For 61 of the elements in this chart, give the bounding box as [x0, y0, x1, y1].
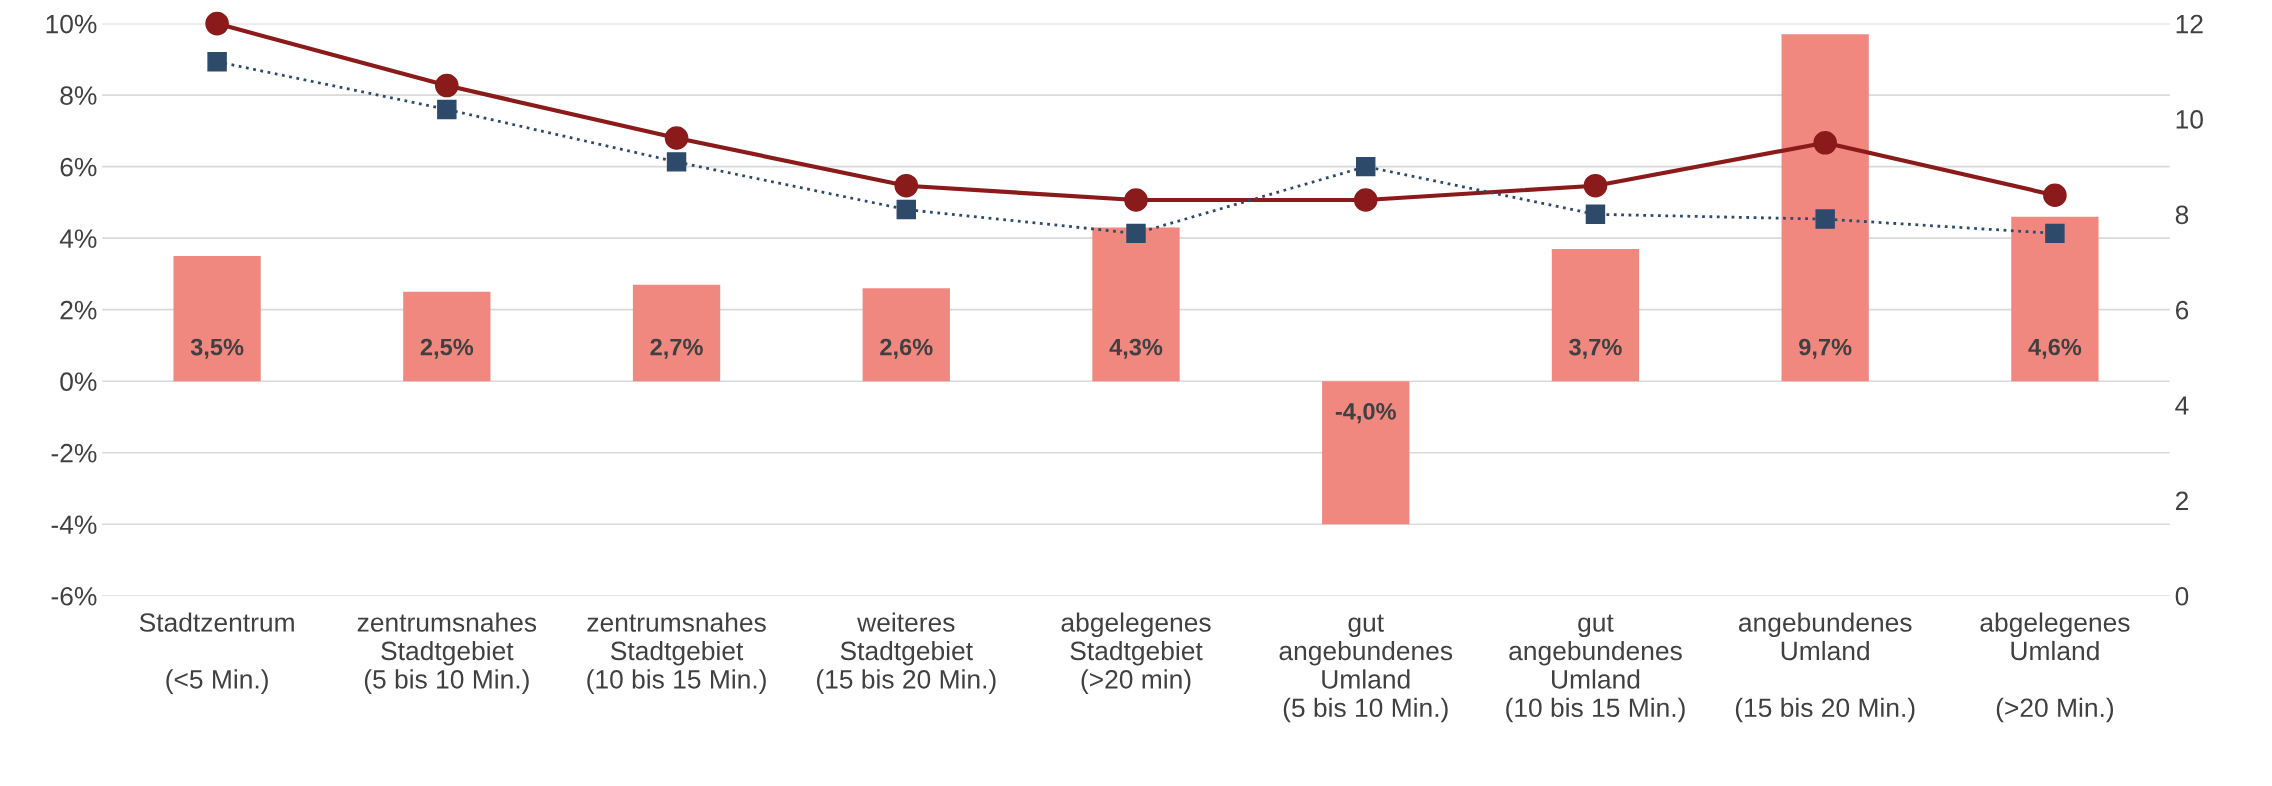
category-label: Stadtzentrum (<5 Min.): [139, 612, 294, 694]
y-tick-label: -6%: [51, 586, 97, 606]
point: [896, 199, 916, 220]
point: [666, 152, 687, 172]
data-label: 4,6%: [2028, 338, 2082, 359]
y2-tick-label: 0: [2175, 586, 2189, 606]
y-tick-label: 8%: [60, 86, 97, 105]
point: [1124, 188, 1148, 212]
y-tick-label: 6%: [60, 157, 97, 177]
x-tick-label: gut angebundenes Umland (10 bis 15 Min.): [1506, 614, 1685, 723]
x-tick-label: zentrumsnahes Stadtgebiet (5 bis 10 Min.): [357, 612, 537, 694]
category-label: angebundenes Umland (15 bis 20 Min.): [1735, 612, 1915, 723]
bar: [1781, 34, 1869, 382]
category-label: abgelegenes Umland (>20 Min.): [1980, 612, 2130, 723]
bar: [403, 291, 491, 382]
y2-tick-label: 2: [2175, 491, 2188, 510]
y2-tick-label: 4: [2175, 396, 2189, 415]
bar: [632, 284, 721, 382]
data-label: -4,0%: [1335, 403, 1396, 424]
data-label: 3,7%: [1569, 338, 1622, 359]
point: [1813, 130, 1837, 155]
point: [207, 52, 227, 72]
bar: [2011, 216, 2099, 382]
point: [2045, 223, 2065, 244]
point: [1585, 204, 1606, 225]
y-tick-label: 0%: [60, 372, 97, 392]
data-label: 2,6%: [880, 338, 933, 359]
point: [1356, 156, 1376, 177]
bar: [1092, 227, 1180, 382]
point: [664, 126, 689, 150]
point: [435, 73, 459, 98]
point: [894, 173, 919, 198]
point: [1353, 188, 1378, 212]
data-label: 2,7%: [650, 338, 703, 359]
y-tick-label: -2%: [51, 443, 97, 463]
bar: [1322, 381, 1410, 525]
y-tick-label: -4%: [51, 515, 97, 534]
bar: [173, 256, 261, 382]
x-tick-label: weiteres Stadtgebiet (15 bis 20 Min.): [816, 612, 996, 694]
data-label: 9,7%: [1799, 338, 1852, 359]
bar: [1551, 248, 1640, 382]
data-label: 2,5%: [420, 338, 474, 359]
x-tick-label: zentrumsnahes Stadtgebiet (10 bis 15 Min.): [587, 612, 766, 694]
point: [1126, 223, 1146, 244]
point: [1815, 209, 1835, 229]
point: [2043, 183, 2067, 208]
y-tick-label: 2%: [60, 300, 97, 320]
point: [205, 11, 229, 36]
y-tick-label: 10%: [46, 14, 97, 34]
y2-tick-label: 10: [2176, 110, 2203, 129]
x-tick-label: gut angebundenes Umland (5 bis 10 Min.): [1279, 614, 1453, 723]
data-label: 4,3%: [1109, 338, 1163, 359]
point: [1583, 173, 1608, 198]
point: [437, 99, 457, 120]
y2-tick-label: 6: [2175, 300, 2189, 320]
bar: [862, 288, 950, 382]
data-label: 3,5%: [190, 338, 244, 359]
x-tick-label: abgelegenes Stadtgebiet (>20 min): [1061, 612, 1211, 694]
y2-tick-label: 12: [2176, 14, 2203, 34]
y-tick-label: 4%: [59, 229, 97, 248]
y2-tick-label: 8: [2175, 205, 2189, 225]
